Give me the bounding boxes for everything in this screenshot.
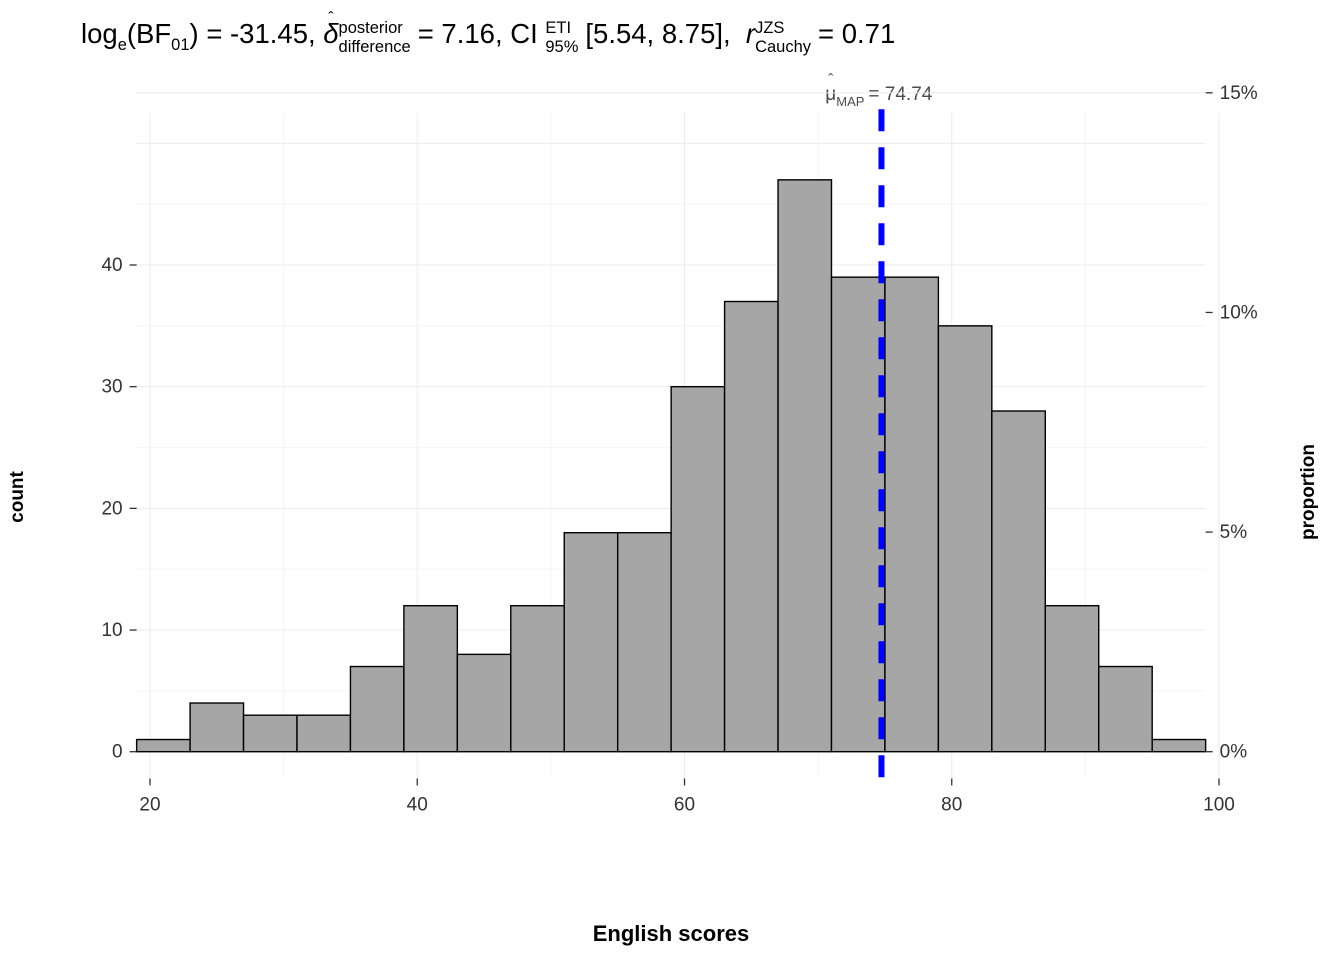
svg-text:ETI: ETI bbox=[545, 19, 571, 37]
svg-text:count: count bbox=[7, 470, 28, 522]
svg-text:20: 20 bbox=[101, 498, 122, 519]
svg-text:10%: 10% bbox=[1220, 302, 1258, 323]
svg-text:difference: difference bbox=[339, 38, 411, 56]
svg-text:15%: 15% bbox=[1220, 83, 1258, 104]
svg-text:30: 30 bbox=[101, 377, 122, 398]
svg-text:60: 60 bbox=[674, 794, 695, 815]
svg-text:10: 10 bbox=[101, 620, 122, 641]
svg-text:5%: 5% bbox=[1220, 522, 1248, 543]
svg-text:proportion: proportion bbox=[1298, 444, 1319, 540]
svg-text:[5.54, 8.75],: [5.54, 8.75], bbox=[585, 18, 730, 49]
svg-text:20: 20 bbox=[139, 794, 160, 815]
svg-text:= 7.16, CI: = 7.16, CI bbox=[418, 18, 538, 49]
svg-text:95%: 95% bbox=[545, 38, 578, 56]
svg-text:MAP: MAP bbox=[836, 94, 864, 109]
svg-text:ˆ: ˆ bbox=[828, 72, 834, 89]
svg-text:0%: 0% bbox=[1220, 742, 1248, 763]
svg-text:0: 0 bbox=[112, 742, 123, 763]
svg-text:80: 80 bbox=[941, 794, 962, 815]
svg-text:40: 40 bbox=[407, 794, 428, 815]
svg-text:(BF: (BF bbox=[127, 18, 171, 49]
svg-text:100: 100 bbox=[1203, 794, 1235, 815]
svg-text:01: 01 bbox=[171, 36, 189, 54]
svg-text:40: 40 bbox=[101, 255, 122, 276]
svg-text:e: e bbox=[118, 36, 127, 54]
svg-text:English scores: English scores bbox=[593, 921, 750, 946]
svg-text:) = -31.45,: ) = -31.45, bbox=[190, 18, 316, 49]
svg-text:ˆ: ˆ bbox=[328, 10, 334, 27]
svg-text:= 74.74: = 74.74 bbox=[868, 84, 932, 105]
svg-text:posterior: posterior bbox=[339, 19, 404, 37]
svg-text:log: log bbox=[81, 18, 118, 49]
svg-text:JZS: JZS bbox=[755, 19, 784, 37]
svg-text:Cauchy: Cauchy bbox=[755, 38, 812, 56]
svg-text:= 0.71: = 0.71 bbox=[818, 18, 895, 49]
